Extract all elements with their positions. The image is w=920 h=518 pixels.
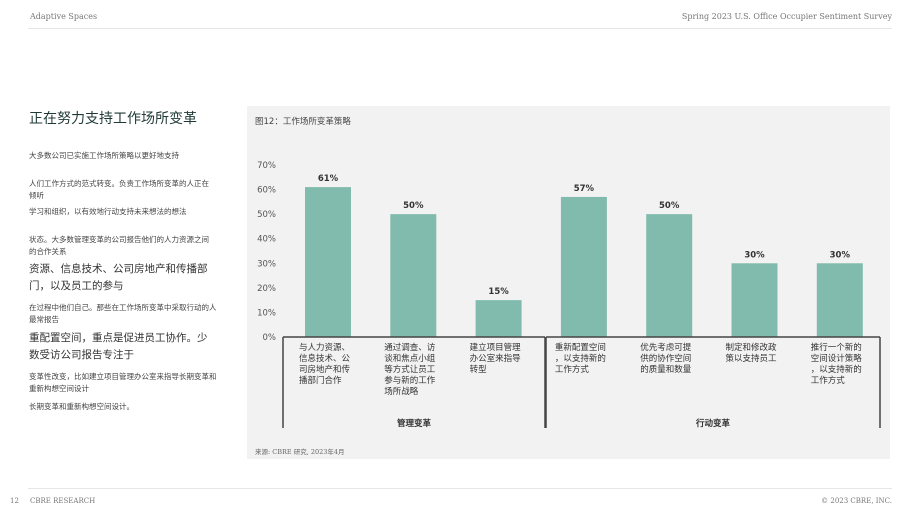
group-label: 管理变革 — [397, 418, 432, 429]
bar — [390, 214, 437, 337]
header-report-series: Adaptive Spaces — [30, 12, 98, 21]
page-number: 12 — [10, 497, 19, 505]
header-report-title: Spring 2023 U.S. Office Occupier Sentime… — [681, 12, 892, 21]
y-tick-label: 70% — [257, 161, 276, 171]
y-tick-label: 30% — [257, 259, 276, 269]
category-label: 通过调查、访谈和焦点小组等方式让员工参与新的工作场所战略 — [384, 342, 436, 397]
bar-chart: 0% 10% 20% 30% 40% 50% 60% 70% 61% 与人力资源、信息技术、公司房… — [257, 161, 881, 429]
bar-value-label: 50% — [659, 201, 680, 211]
bar — [646, 214, 693, 337]
bar-value-label: 15% — [488, 287, 509, 297]
y-tick-label: 20% — [257, 284, 276, 294]
header-divider — [28, 28, 892, 29]
sidebar-line-6: 在过程中他们自己。那些在工作场所变革中采取行动的人最常报告 — [29, 303, 217, 324]
category-label: 推行一个新的空间设计策略，以支持新的工作方式 — [811, 342, 863, 386]
sidebar-line-5: 资源、信息技术、公司房地产和传播部门，以及员工的参与 — [29, 263, 208, 292]
y-tick-label: 10% — [257, 308, 276, 318]
sidebar-line-1: 大多数公司已实施工作场所策略以更好地支持 — [29, 151, 179, 160]
bar-value-label: 50% — [403, 201, 424, 211]
category-label: 建立项目管理办公室来指导转型 — [470, 342, 522, 375]
chart-panel: 图12：工作场所变革策略 0% 10% 20% 30% 40% 50% 60% 70% 61% 与… — [247, 106, 890, 459]
figure-title: 图12：工作场所变革策略 — [255, 117, 351, 127]
section-title: 正在努力支持工作场所变革 — [29, 111, 197, 127]
bar-value-label: 61% — [318, 174, 339, 184]
sidebar-line-2: 人们工作方式的范式转变。负责工作场所变革的人正在倾听 — [29, 179, 209, 200]
y-tick-label: 50% — [257, 210, 276, 220]
group-label: 行动变革 — [695, 418, 731, 429]
bar — [560, 196, 607, 337]
category-label: 与人力资源、信息技术、公司房地产和传播部门合作 — [299, 342, 351, 386]
bar-value-label: 30% — [830, 250, 851, 260]
y-tick-label: 40% — [257, 235, 276, 245]
bar-value-label: 57% — [574, 184, 595, 194]
bar — [816, 263, 863, 337]
footer-copyright: © 2023 CBRE, INC. — [821, 497, 892, 505]
sidebar-line-8: 变革性改变，比如建立项目管理办公室来指导长期变革和重新构想空间设计 — [29, 372, 217, 393]
bar-value-label: 30% — [744, 250, 765, 260]
sidebar-line-3: 学习和组织，以有效地行动支持未来想法的想法 — [29, 207, 187, 216]
footer-brand: CBRE RESEARCH — [30, 497, 96, 505]
y-tick-label: 0% — [263, 333, 277, 343]
bar — [475, 300, 522, 337]
bar — [305, 187, 351, 337]
category-label: 优先考虑可提供的协作空间的质量和数量 — [640, 342, 692, 375]
sidebar-line-7: 重配置空间，重点是促进员工协作。少数受访公司报告专注于 — [29, 332, 208, 361]
bar — [731, 263, 778, 337]
sidebar-line-4: 状态。大多数管理变革的公司报告他们的人力资源之间的合作关系 — [29, 235, 209, 256]
category-label: 重新配置空间，以支持新的工作方式 — [555, 342, 606, 375]
category-label: 制定和修改政策以支持员工 — [726, 342, 778, 364]
footer-divider — [28, 488, 892, 489]
figure-source: 来源: CBRE 研究, 2023年4月 — [255, 448, 345, 456]
y-tick-label: 60% — [257, 186, 276, 196]
sidebar-line-9: 长期变革和重新构想空间设计。 — [29, 402, 134, 411]
